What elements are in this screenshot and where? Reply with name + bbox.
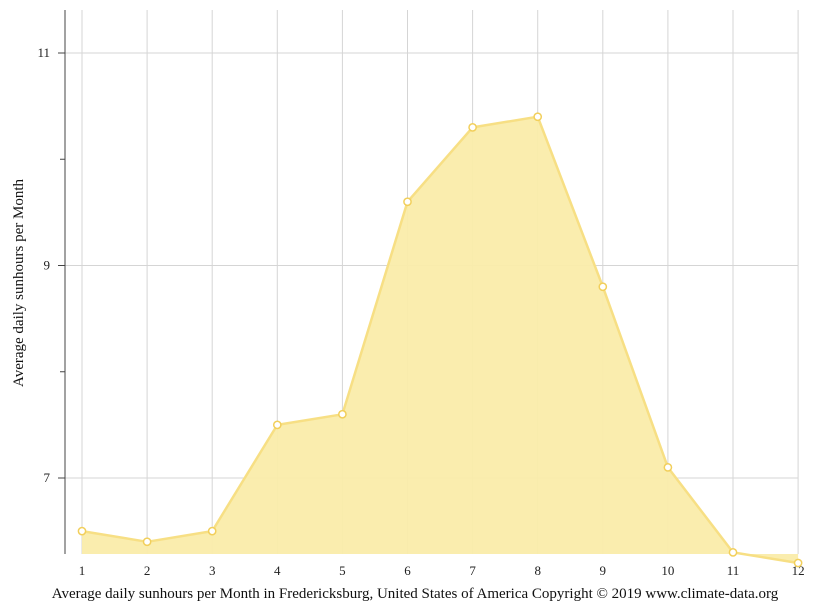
x-tick-label-2: 2 <box>144 563 151 578</box>
x-tick-label-10: 10 <box>661 563 674 578</box>
x-tick-label-5: 5 <box>339 563 346 578</box>
data-point-10 <box>663 463 673 472</box>
data-point-7 <box>468 123 477 132</box>
x-tick-label-3: 3 <box>209 563 216 578</box>
y-tick-label-7: 7 <box>44 470 51 485</box>
data-points <box>77 112 803 568</box>
y-axis-title: Average daily sunhours per Month <box>11 179 27 388</box>
data-point-5 <box>338 409 347 419</box>
y-tick-label-9: 9 <box>44 258 51 273</box>
area-fill <box>82 116 799 563</box>
y-tick-label-11: 11 <box>37 45 50 60</box>
x-tick-label-9: 9 <box>600 563 607 578</box>
x-tick-label-1: 1 <box>79 563 86 578</box>
y-axis-ticks: 7 9 11 <box>37 45 65 485</box>
data-point-1 <box>77 526 87 536</box>
data-point-8 <box>533 112 543 122</box>
x-tick-label-6: 6 <box>404 563 411 578</box>
data-point-2 <box>142 537 152 547</box>
data-point-11 <box>728 548 738 557</box>
data-point-9 <box>598 282 608 292</box>
data-point-6 <box>403 197 412 207</box>
data-point-12 <box>793 558 803 568</box>
chart-caption: Average daily sunhours per Month in Fred… <box>52 586 779 602</box>
x-tick-label-8: 8 <box>534 563 541 578</box>
data-point-4 <box>272 420 282 430</box>
x-axis-tick-labels: 1 2 3 4 5 6 7 8 9 10 11 12 <box>79 563 805 578</box>
x-tick-label-11: 11 <box>727 563 740 578</box>
x-tick-label-7: 7 <box>469 563 476 578</box>
series-line <box>81 115 799 565</box>
data-point-3 <box>207 526 217 536</box>
x-tick-label-12: 12 <box>792 563 805 578</box>
x-tick-label-4: 4 <box>274 563 281 578</box>
